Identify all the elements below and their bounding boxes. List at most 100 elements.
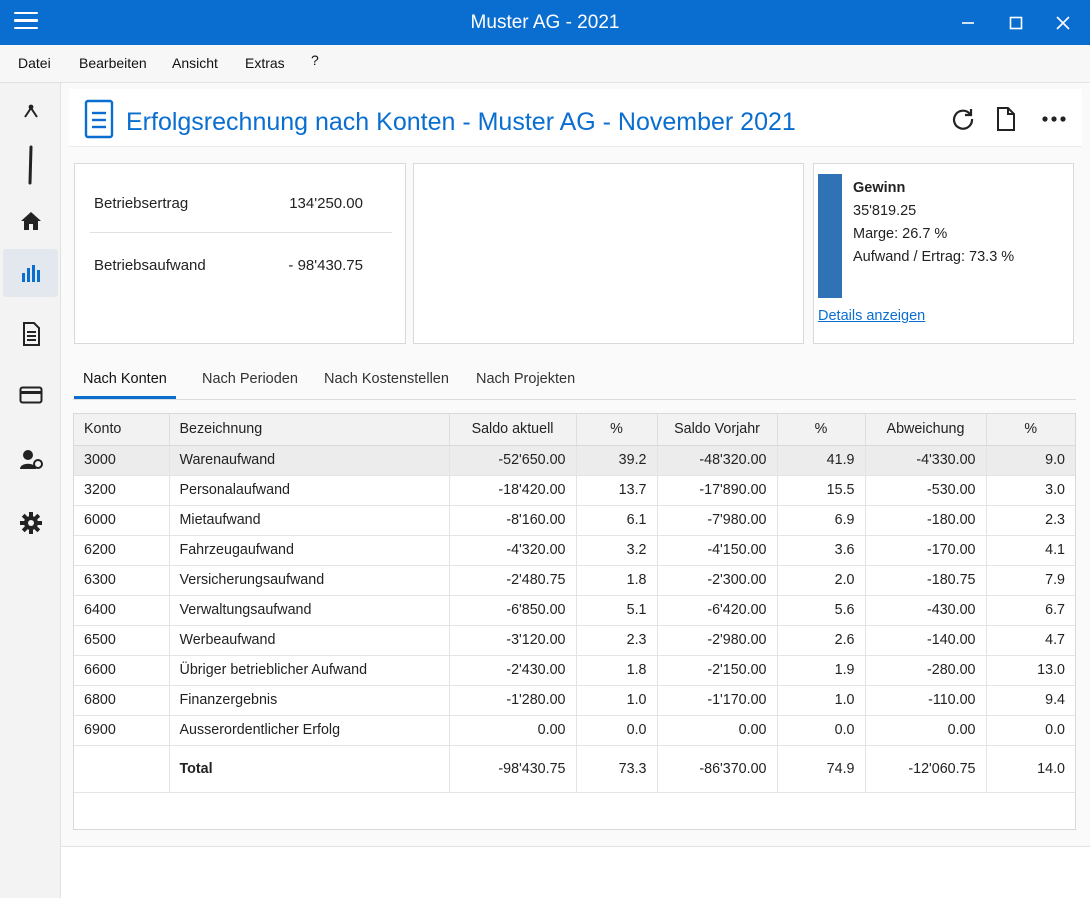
tab-nach-kostenstellen[interactable]: Nach Kostenstellen [324,371,449,387]
gewinn-ratio: Aufwand / Ertrag: 73.3 % [853,249,1015,265]
details-link[interactable]: Details anzeigen [818,308,926,324]
cell-abweichung: -4'330.00 [865,445,987,476]
home-icon [20,212,41,230]
maximize-button[interactable] [993,0,1039,45]
tab-nach-perioden[interactable]: Nach Perioden [202,371,298,387]
refresh-button[interactable] [949,105,977,133]
app-logo-icon [23,104,38,118]
table-row[interactable]: 3200 Personalaufwand -18'420.00 13.7 -17'890… [74,475,1075,506]
hamburger-menu-icon[interactable] [14,12,38,32]
total-cell-konto [74,745,170,793]
minimize-button[interactable] [945,0,991,45]
cell-percent-abweichung: 9.0 [986,445,1075,476]
cell-saldo-vorjahr: -2'300.00 [657,565,778,596]
cell-bezeichnung: Mietaufwand [169,505,450,536]
chart-placeholder-card [413,163,804,344]
cell-percent-vorjahr: 2.0 [777,565,866,596]
menu-extras[interactable]: Extras [245,55,285,71]
cell-abweichung: 0.00 [865,715,987,746]
cell-percent-aktuell: 6.1 [576,505,658,536]
cell-percent-abweichung: 3.0 [986,475,1075,506]
table-row[interactable]: 6300 Versicherungsaufwand -2'480.75 1.8 -2'3… [74,565,1075,596]
cell-saldo-vorjahr: -7'980.00 [657,505,778,536]
table-header-row: Konto Bezeichnung Saldo aktuell % Saldo … [74,414,1075,446]
more-options-button[interactable] [1040,105,1068,133]
sidebar-item-contacts[interactable] [3,435,58,483]
cell-saldo-vorjahr: -6'420.00 [657,595,778,626]
sidebar-item-reports[interactable] [3,249,58,297]
menu-bar: Datei Bearbeiten Ansicht Extras ? [0,45,1090,83]
betriebsaufwand-value: - 98'430.75 [288,257,363,274]
close-icon [1056,15,1070,30]
cell-abweichung: -180.00 [865,505,987,536]
table-row[interactable]: 6000 Mietaufwand -8'160.00 6.1 -7'980.00 6.9-… [74,505,1075,536]
credit-card-icon [19,386,42,404]
col-percent-abweichung[interactable]: % [986,414,1075,446]
close-button[interactable] [1040,0,1086,45]
cell-percent-vorjahr: 1.9 [777,655,866,686]
sidebar-item-settings[interactable] [3,499,58,547]
cell-saldo-aktuell: -4'320.00 [449,535,577,566]
document-icon [22,322,40,346]
sidebar-item-documents[interactable] [3,310,58,358]
cell-saldo-aktuell: -18'420.00 [449,475,577,506]
more-icon [1042,116,1066,122]
window-title: Muster AG - 2021 [470,12,620,33]
table-row[interactable]: 6400 Verwaltungsaufwand -6'850.00 5.1 -6'420… [74,595,1075,626]
cell-percent-abweichung: 9.4 [986,685,1075,716]
cell-percent-vorjahr: 5.6 [777,595,866,626]
cell-percent-vorjahr: 15.5 [777,475,866,506]
table-row[interactable]: 6900 Ausserordentlicher Erfolg 0.00 0.0 0.00… [74,715,1075,746]
col-saldo-aktuell[interactable]: Saldo aktuell [449,414,577,446]
gewinn-title: Gewinn [853,180,906,196]
total-cell-saldo-vorjahr: -86'370.00 [657,745,778,793]
gewinn-card: Gewinn 35'819.25 Marge: 26.7 % Aufwand /… [813,163,1074,344]
sidebar-item-app[interactable] [3,87,58,135]
table-row[interactable]: 6600 Übriger betrieblicher Aufwand -2'430.… [74,655,1075,686]
cell-saldo-vorjahr: -4'150.00 [657,535,778,566]
table-row[interactable]: 3000 Warenaufwand -52'650.00 39.2 -48'320.00… [74,445,1075,476]
menu-ansicht[interactable]: Ansicht [172,55,218,71]
betriebsertrag-label: Betriebsertrag [94,195,189,212]
table-total-row: Total -98'430.75 73.3 -86'370.00 74.9 -12'060… [74,745,1075,793]
table-row[interactable]: 6800 Finanzergebnis -1'280.00 1.0 -1'170.00 1… [74,685,1075,716]
table-row[interactable]: 6200 Fahrzeugaufwand -4'320.00 3.2 -4'150.00… [74,535,1075,566]
total-cell-abweichung: -12'060.75 [865,745,987,793]
cell-percent-aktuell: 13.7 [576,475,658,506]
status-bar [61,846,1090,898]
cell-percent-vorjahr: 41.9 [777,445,866,476]
gewinn-bar [818,174,842,298]
total-cell-bezeichnung: Total [169,745,450,793]
cell-bezeichnung: Übriger betrieblicher Aufwand [169,655,450,686]
sidebar-item-pen[interactable] [3,141,58,189]
table-row[interactable]: 6500 Werbeaufwand -3'120.00 2.3 -2'980.00 2.6… [74,625,1075,656]
sidebar-item-payments[interactable] [3,371,58,419]
cell-konto: 6500 [74,625,170,656]
divider [90,232,392,233]
col-abweichung[interactable]: Abweichung [865,414,987,446]
col-bezeichnung[interactable]: Bezeichnung [169,414,450,446]
active-tab-indicator [74,396,176,399]
cell-percent-aktuell: 1.0 [576,685,658,716]
tab-nach-projekten[interactable]: Nach Projekten [476,371,576,387]
menu-help[interactable]: ? [311,52,319,68]
col-saldo-vorjahr[interactable]: Saldo Vorjahr [657,414,778,446]
menu-datei[interactable]: Datei [18,55,51,71]
total-cell-saldo-aktuell: -98'430.75 [449,745,577,793]
cell-saldo-aktuell: -2'430.00 [449,655,577,686]
page-header: Erfolgsrechnung nach Konten - Muster AG … [69,89,1082,147]
cell-percent-aktuell: 39.2 [576,445,658,476]
col-percent-vorjahr[interactable]: % [777,414,866,446]
col-percent-aktuell[interactable]: % [576,414,658,446]
tab-nach-konten[interactable]: Nach Konten [83,371,167,387]
cell-bezeichnung: Ausserordentlicher Erfolg [169,715,450,746]
main-content: Erfolgsrechnung nach Konten - Muster AG … [61,83,1090,898]
cell-saldo-aktuell: -1'280.00 [449,685,577,716]
cell-abweichung: -430.00 [865,595,987,626]
menu-bearbeiten[interactable]: Bearbeiten [79,55,147,71]
col-konto[interactable]: Konto [74,414,170,446]
export-document-button[interactable] [992,105,1020,133]
cell-konto: 6800 [74,685,170,716]
accounts-table: Konto Bezeichnung Saldo aktuell % Saldo … [73,413,1076,830]
sidebar-item-home[interactable] [3,197,58,245]
